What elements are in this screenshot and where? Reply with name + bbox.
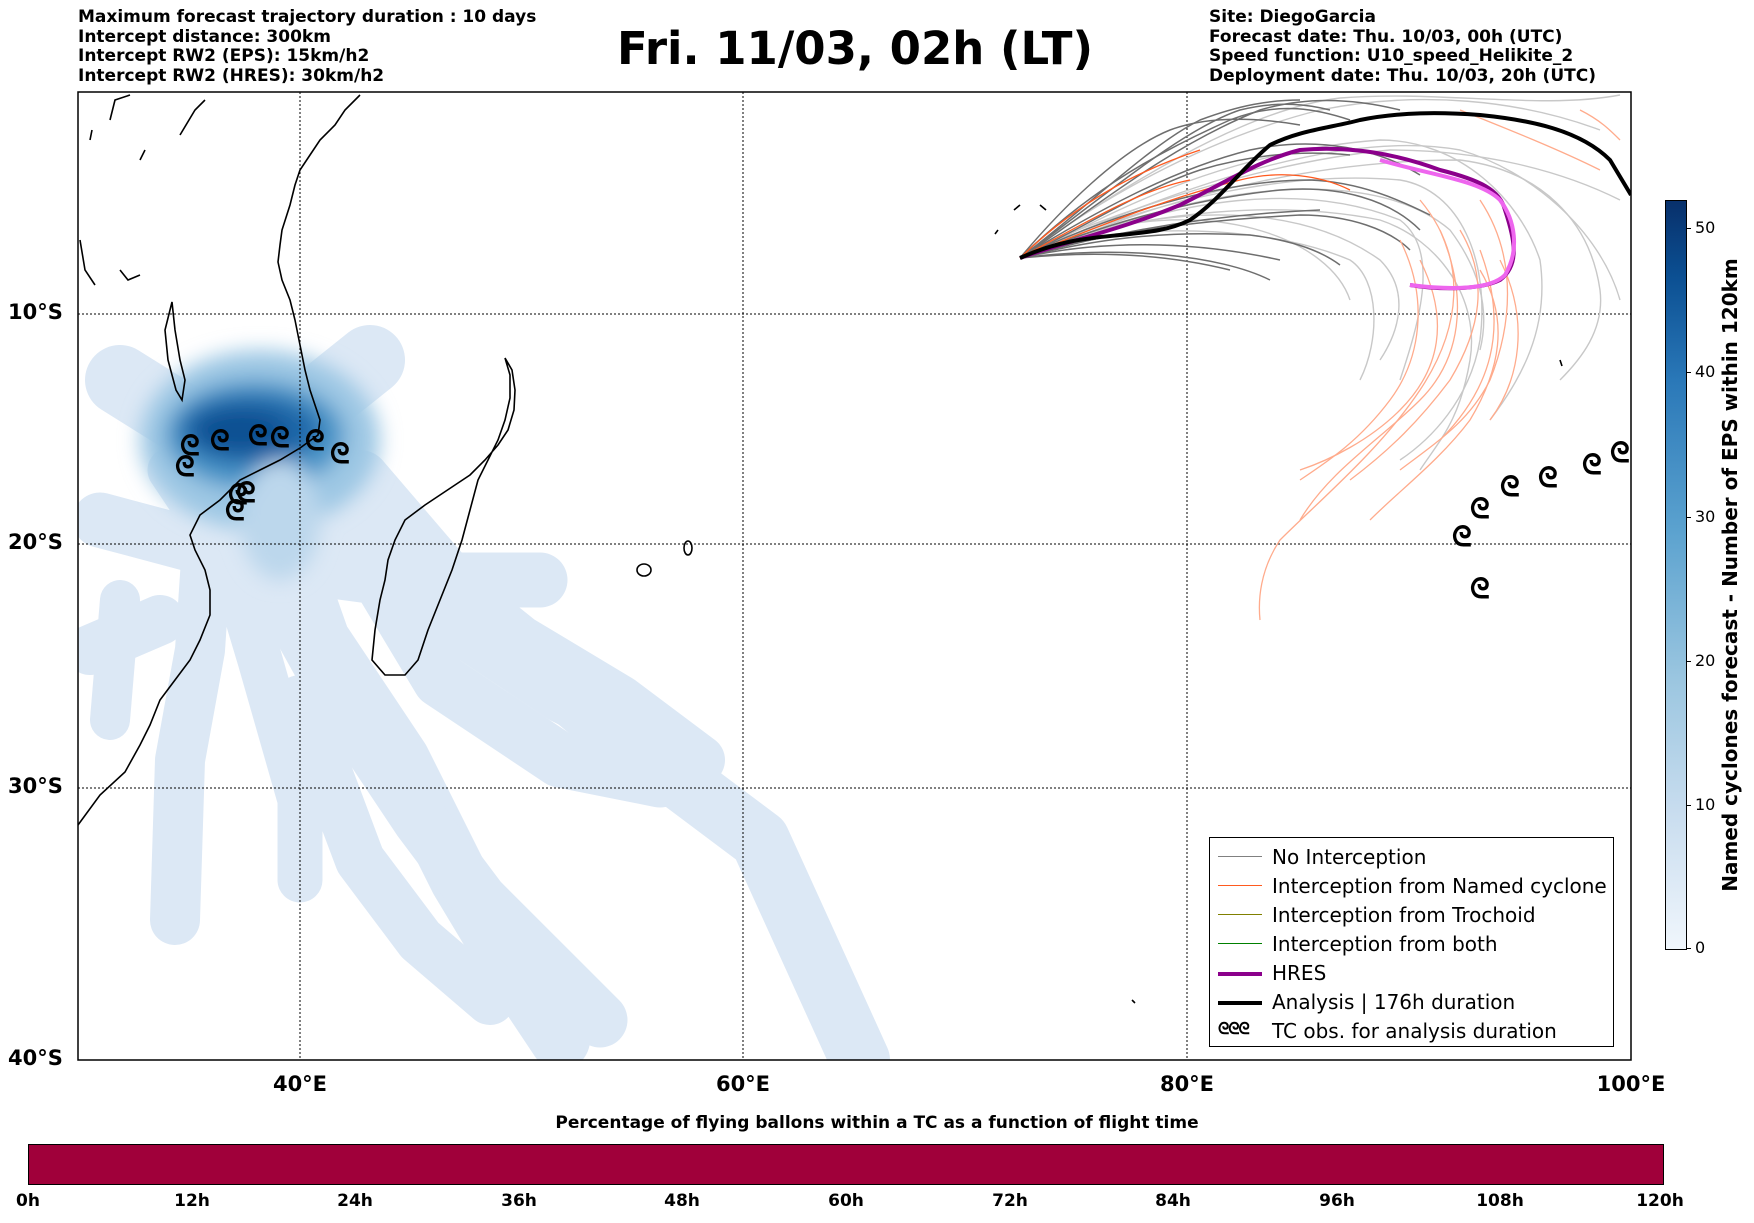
svg-text:ᘓ: ᘓ [180, 429, 200, 462]
info-line: Speed function: U10_speed_Helikite_2 [1209, 46, 1574, 66]
time-tick: 12h [174, 1191, 210, 1211]
info-line: Forecast date: Thu. 10/03, 00h (UTC) [1209, 26, 1563, 47]
legend-label: HRES [1272, 961, 1327, 985]
legend-swatch [1218, 1001, 1262, 1005]
colorbar-tickmark [1686, 948, 1691, 949]
time-tick: 108h [1476, 1191, 1524, 1211]
coastlines [78, 94, 1563, 1004]
lon-label: 100°E [1596, 1072, 1666, 1096]
graticule [78, 92, 1631, 1060]
time-tick: 72h [992, 1191, 1028, 1211]
legend-item-hres: HRES [1210, 958, 1613, 986]
legend-label: Interception from Trochoid [1272, 903, 1536, 927]
lon-label: 80°E [1159, 1072, 1215, 1096]
colorbar-tick: 0 [1695, 938, 1706, 957]
legend-item-no-interception: No Interception [1210, 842, 1613, 870]
legend-swatch [1218, 885, 1262, 886]
lon-label: 60°E [715, 1072, 771, 1096]
legend-swatch [1218, 914, 1262, 915]
time-tick: 24h [337, 1191, 373, 1211]
svg-text:ᘓ: ᘓ [228, 478, 248, 511]
time-tick: 84h [1155, 1191, 1191, 1211]
run-info-left: Maximum forecast trajectory duration : 1… [78, 7, 537, 86]
colorbar-tick: 40 [1695, 362, 1716, 381]
svg-text:ᘓ: ᘓ [1452, 520, 1472, 553]
time-bar [28, 1144, 1664, 1185]
info-line: Maximum forecast trajectory duration : 1… [78, 7, 537, 27]
svg-text:ᘓ: ᘓ [1610, 436, 1630, 469]
svg-text:ᘓ: ᘓ [1470, 492, 1490, 525]
map-title: Fri. 11/03, 02h (LT) [616, 22, 1094, 75]
info-line: Intercept RW2 (EPS): 15km/h2 [78, 46, 370, 66]
svg-text:ᘓ: ᘓ [210, 424, 230, 457]
legend-item-named-cyclone: Interception from Named cyclone [1210, 871, 1613, 899]
time-tick: 0h [16, 1191, 40, 1211]
eps-density-core [140, 350, 380, 580]
legend-item-trochoid: Interception from Trochoid [1210, 900, 1613, 928]
time-bar-title: Percentage of flying ballons within a TC… [555, 1113, 1199, 1133]
colorbar-tick: 50 [1695, 218, 1716, 237]
time-tick: 36h [501, 1191, 537, 1211]
time-tick: 120h [1636, 1191, 1684, 1211]
hres-track-tail [1379, 158, 1517, 290]
colorbar [1665, 200, 1687, 950]
legend-item-tc-obs: ᘓᘓᘓ TC obs. for analysis duration [1210, 1016, 1613, 1044]
info-line: Site: DiegoGarcia [1209, 7, 1376, 27]
svg-text:ᘓ: ᘓ [225, 494, 245, 527]
colorbar-tickmark [1686, 661, 1691, 662]
lon-label: 40°E [272, 1072, 328, 1096]
legend-item-analysis: Analysis | 176h duration [1210, 987, 1613, 1015]
map-legend: No Interception Interception from Named … [1209, 837, 1614, 1047]
legend-swatch [1218, 943, 1262, 944]
time-tick: 60h [828, 1191, 864, 1211]
colorbar-tick: 20 [1695, 651, 1716, 670]
colorbar-tickmark [1686, 372, 1691, 373]
svg-text:ᘓ: ᘓ [248, 419, 268, 452]
legend-item-both: Interception from both [1210, 929, 1613, 957]
info-line: Deployment date: Thu. 10/03, 20h (UTC) [1209, 65, 1596, 86]
lat-label: 20°S [8, 530, 63, 554]
run-info-right: Site: DiegoGarcia Forecast date: Thu. 10… [1209, 7, 1596, 86]
lat-label: 40°S [8, 1046, 63, 1070]
legend-swatch [1218, 856, 1262, 857]
legend-swatch [1218, 972, 1262, 976]
colorbar-tickmark [1686, 228, 1691, 229]
svg-text:ᘓ: ᘓ [1582, 448, 1602, 481]
svg-text:ᘓ: ᘓ [175, 450, 195, 483]
info-line: Intercept distance: 300km [78, 26, 331, 47]
time-tick: 96h [1319, 1191, 1355, 1211]
colorbar-label: Named cyclones forecast - Number of EPS … [1718, 258, 1742, 892]
eps-trajectories-light [1019, 94, 1621, 471]
svg-text:ᘓ: ᘓ [270, 421, 290, 454]
tc-symbol-icon: ᘓᘓᘓ [1218, 1019, 1250, 1038]
lat-label: 30°S [8, 774, 63, 798]
legend-label: TC obs. for analysis duration [1272, 1019, 1557, 1043]
svg-text:ᘓ: ᘓ [1470, 572, 1490, 605]
info-line: Intercept RW2 (HRES): 30km/h2 [78, 65, 385, 86]
colorbar-tick: 30 [1695, 507, 1716, 526]
legend-label: Interception from Named cyclone [1272, 874, 1607, 898]
svg-text:ᘓ: ᘓ [330, 437, 350, 470]
analysis-track [1019, 111, 1631, 260]
colorbar-tick: 10 [1695, 795, 1716, 814]
legend-label: Interception from both [1272, 932, 1498, 956]
colorbar-tickmark [1686, 517, 1691, 518]
legend-label: Analysis | 176h duration [1272, 990, 1516, 1014]
eps-trajectories-named-cyclone-light [1258, 109, 1621, 621]
colorbar-tickmark [1686, 805, 1691, 806]
svg-text:ᘓ: ᘓ [1538, 461, 1558, 494]
lat-label: 10°S [8, 300, 63, 324]
svg-text:ᘓ: ᘓ [236, 476, 256, 509]
legend-label: No Interception [1272, 845, 1427, 869]
svg-text:ᘓ: ᘓ [305, 424, 325, 457]
time-tick: 48h [664, 1191, 700, 1211]
svg-text:ᘓ: ᘓ [1500, 470, 1520, 503]
